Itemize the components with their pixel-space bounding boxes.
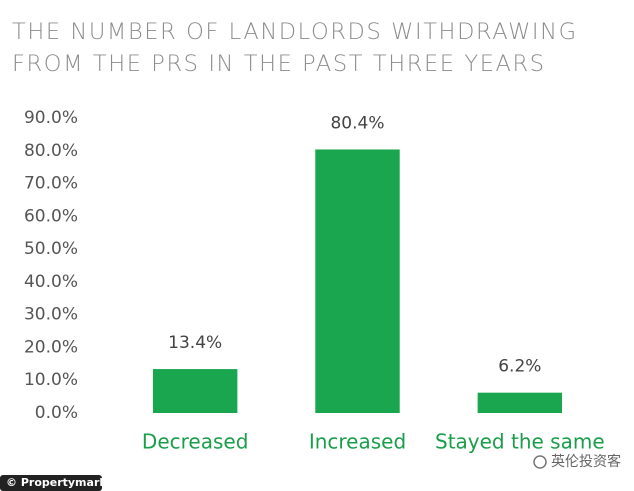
y-tick-label: 0.0% <box>35 403 78 423</box>
watermark: 英伦投资客 <box>551 453 621 470</box>
y-tick-label: 70.0% <box>24 174 78 194</box>
y-tick-label: 30.0% <box>24 305 78 325</box>
bar <box>477 392 563 413</box>
y-tick-label: 80.0% <box>24 141 78 161</box>
data-label: 13.4% <box>168 333 222 353</box>
bar <box>315 149 400 413</box>
credit-badge <box>0 475 102 491</box>
y-tick-label: 10.0% <box>24 370 78 390</box>
watermark-icon <box>533 455 547 469</box>
credit: © Propertymark <box>6 476 107 489</box>
data-label: 80.4% <box>330 113 384 133</box>
y-tick-label: 40.0% <box>24 272 78 292</box>
y-tick-label: 50.0% <box>24 239 78 259</box>
data-label: 6.2% <box>498 357 541 377</box>
x-tick-label: Increased <box>309 430 406 454</box>
y-tick-label: 20.0% <box>24 337 78 357</box>
chart-title: THE NUMBER OF LANDLORDS WITHDRAWING FROM… <box>12 19 578 77</box>
y-tick-label: 60.0% <box>24 206 78 226</box>
y-tick-label: 90.0% <box>24 108 78 128</box>
bar <box>152 369 238 413</box>
x-tick-label: Decreased <box>142 430 248 454</box>
x-tick-label: Stayed the same <box>435 430 605 454</box>
